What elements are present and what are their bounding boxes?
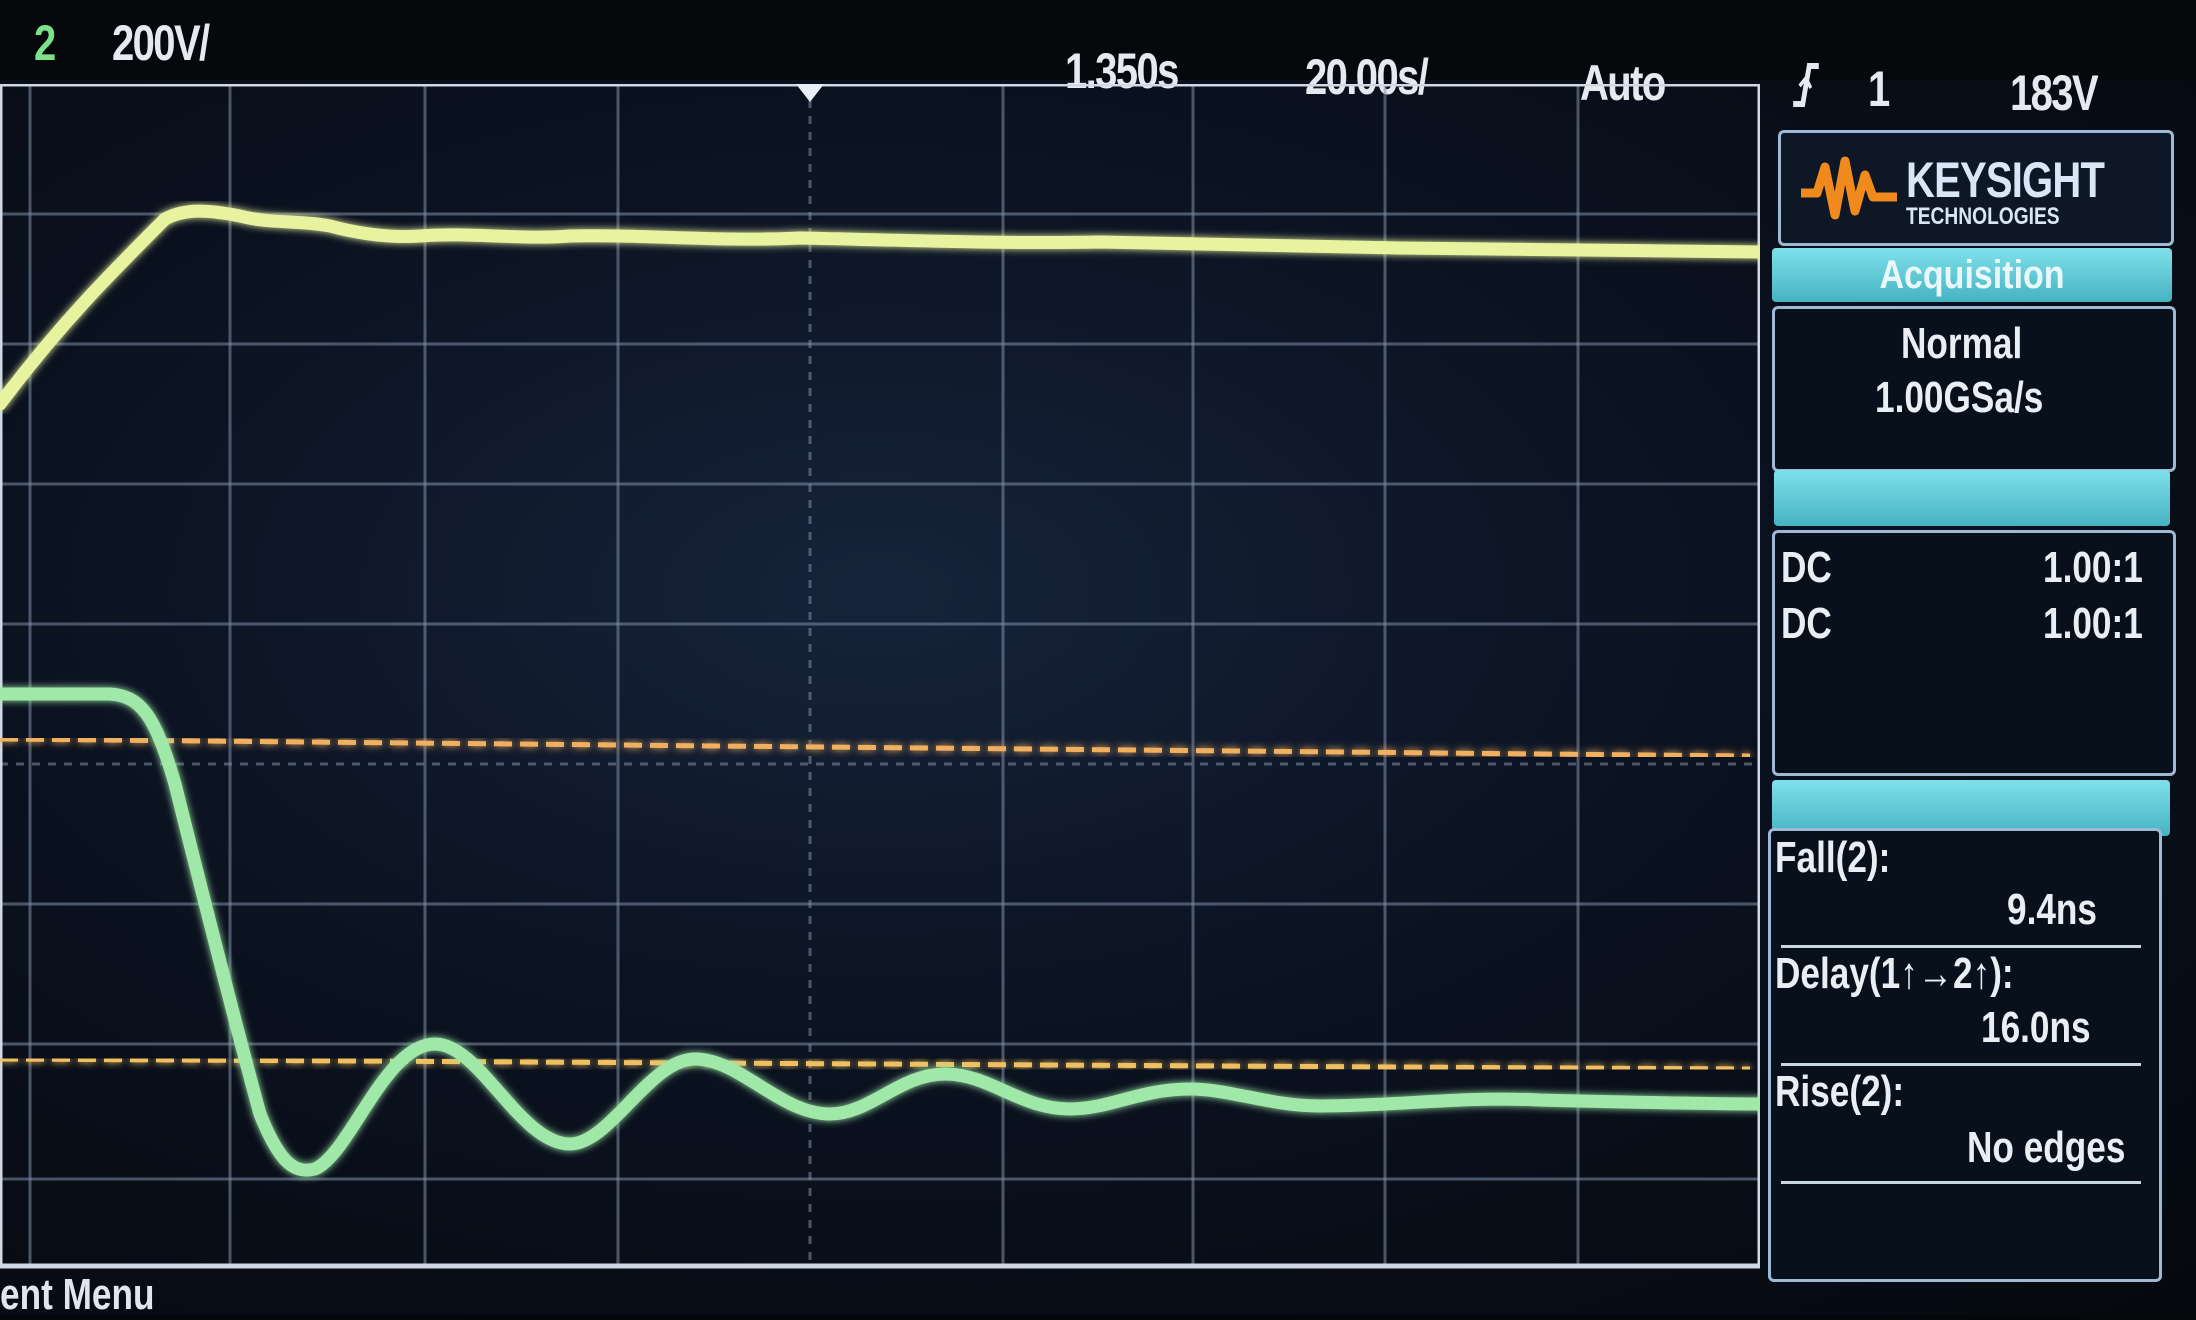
info-side-panel: KEYSIGHT TECHNOLOGIES Acquisition Normal…	[1760, 120, 2180, 1282]
acquisition-mode: Normal	[1901, 319, 2023, 368]
cursor-line-upper	[0, 736, 1751, 759]
measurement-divider	[1781, 945, 2141, 948]
probe-info: DC 1.00:1 DC 1.00:1	[1772, 530, 2176, 776]
acquisition-info: Normal 1.00GSa/s	[1772, 306, 2176, 472]
measurement-delay-value: 16.0ns	[1981, 1003, 2091, 1052]
measurement-delay-label: Delay(1↑→2↑):	[1775, 949, 2014, 998]
measurements-info: Fall(2): 9.4ns Delay(1↑→2↑): 16.0ns Rise…	[1768, 828, 2162, 1282]
acquisition-header[interactable]: Acquisition	[1772, 248, 2172, 302]
probe1-ratio: 1.00:1	[2043, 543, 2143, 592]
trigger-delay[interactable]: 1.350s	[1065, 43, 1179, 99]
graticule-border	[0, 84, 1760, 1269]
trigger-marker-icon	[796, 84, 824, 102]
sample-rate: 1.00GSa/s	[1875, 373, 2044, 422]
grid-lines	[0, 84, 1760, 1264]
acquisition-title: Acquisition	[1879, 253, 2065, 297]
channel-number[interactable]: 2	[34, 15, 56, 71]
probe-header[interactable]	[1774, 470, 2170, 526]
measurement-rise-label: Rise(2):	[1775, 1067, 1905, 1116]
timebase[interactable]: 20.00s/	[1305, 49, 1429, 105]
brand-logo: KEYSIGHT TECHNOLOGIES	[1778, 130, 2174, 246]
measurement-rise-value: No edges	[1967, 1123, 2126, 1172]
trigger-mode[interactable]: Auto	[1580, 55, 1666, 111]
probe1-coupling: DC	[1781, 543, 1832, 592]
rising-edge-icon[interactable]	[1790, 60, 1822, 122]
trigger-source[interactable]: 1	[1868, 61, 1890, 117]
measurement-divider	[1781, 1063, 2141, 1066]
trigger-level[interactable]: 183V	[2010, 65, 2099, 121]
channel-scale[interactable]: 200V/	[112, 15, 210, 71]
probe2-coupling: DC	[1781, 599, 1832, 648]
cursor-line-lower	[0, 1056, 1751, 1072]
probe2-ratio: 1.00:1	[2043, 599, 2143, 648]
channel2-waveform	[0, 687, 1760, 1177]
logo-wordmark: KEYSIGHT	[1906, 152, 2105, 208]
channel1-waveform	[0, 204, 1760, 411]
measurement-divider	[1781, 1181, 2141, 1184]
status-bar: 2 200V/ 1.350s 20.00s/ Auto 1 183V	[0, 0, 2196, 121]
measurement-fall-label: Fall(2):	[1775, 833, 1891, 882]
measurements-header[interactable]	[1772, 780, 2170, 836]
measurement-fall-value: 9.4ns	[2007, 885, 2098, 934]
softkey-menu-label[interactable]: ent Menu	[0, 1270, 155, 1319]
waveform-graticule	[0, 84, 1760, 1269]
logo-subtitle: TECHNOLOGIES	[1906, 203, 2060, 230]
keysight-wave-icon	[1801, 156, 1897, 220]
